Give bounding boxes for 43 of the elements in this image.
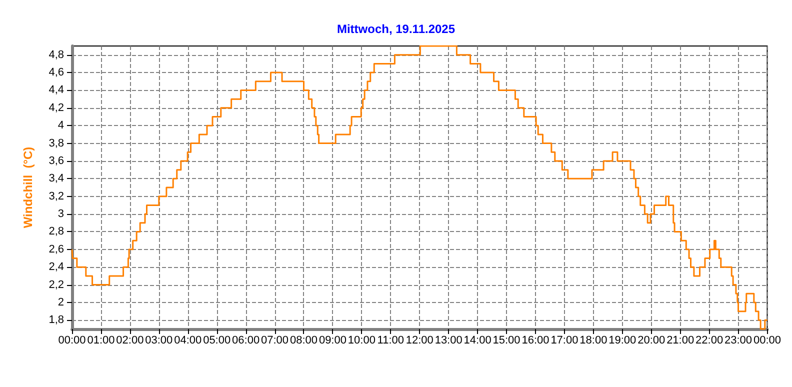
y-tick-label: 3,2 <box>48 190 64 202</box>
y-tick-label: 4,2 <box>48 102 64 114</box>
x-tick-label: 00:00 <box>753 334 781 346</box>
y-tick-label: 2,4 <box>48 261 64 274</box>
y-tick-label: 2,2 <box>48 278 64 291</box>
x-tick-label: 14:00 <box>464 334 492 346</box>
x-tick-label: 20:00 <box>638 334 666 346</box>
x-tick-label: 21:00 <box>666 334 694 346</box>
x-tick-label: 07:00 <box>261 334 289 346</box>
x-tick-label: 12:00 <box>406 334 434 346</box>
y-tick-label: 4,8 <box>48 48 64 61</box>
y-axis-title: Windchill (°C) <box>21 146 35 228</box>
chart-title: Mittwoch, 19.11.2025 <box>336 22 456 36</box>
y-tick-label: 4,4 <box>48 84 64 96</box>
x-tick-label: 22:00 <box>696 334 724 346</box>
x-tick-label: 10:00 <box>348 334 376 346</box>
x-tick-label: 23:00 <box>724 334 752 346</box>
x-tick-label: 05:00 <box>203 334 231 346</box>
x-tick-label: 11:00 <box>377 334 404 346</box>
x-tick-label: 15:00 <box>492 334 520 346</box>
x-tick-label: 02:00 <box>116 334 144 346</box>
y-tick-label: 4 <box>58 120 64 132</box>
x-tick-label: 16:00 <box>522 334 550 346</box>
y-tick-label: 3,8 <box>48 137 64 150</box>
x-tick-label: 06:00 <box>232 334 260 346</box>
y-tick-label: 2 <box>58 296 64 308</box>
y-tick-label: 2,6 <box>48 243 64 256</box>
x-tick-label: 17:00 <box>550 334 578 346</box>
y-tick-label: 1,8 <box>48 314 64 326</box>
y-tick-label: 3,6 <box>48 154 64 167</box>
x-tick-label: 18:00 <box>580 334 608 346</box>
x-tick-label: 09:00 <box>318 334 346 346</box>
y-tick-label: 3,4 <box>48 172 64 185</box>
x-tick-label: 13:00 <box>434 334 462 346</box>
y-tick-label: 3 <box>58 208 64 220</box>
x-tick-label: 19:00 <box>608 334 636 346</box>
x-tick-label: 03:00 <box>145 334 173 346</box>
y-tick-label: 2,8 <box>48 226 64 238</box>
x-tick-label: 01:00 <box>87 334 115 346</box>
x-tick-label: 04:00 <box>174 334 202 346</box>
x-tick-label: 00:00 <box>58 334 86 346</box>
y-tick-label: 4,6 <box>48 66 64 79</box>
x-tick-label: 08:00 <box>290 334 318 346</box>
